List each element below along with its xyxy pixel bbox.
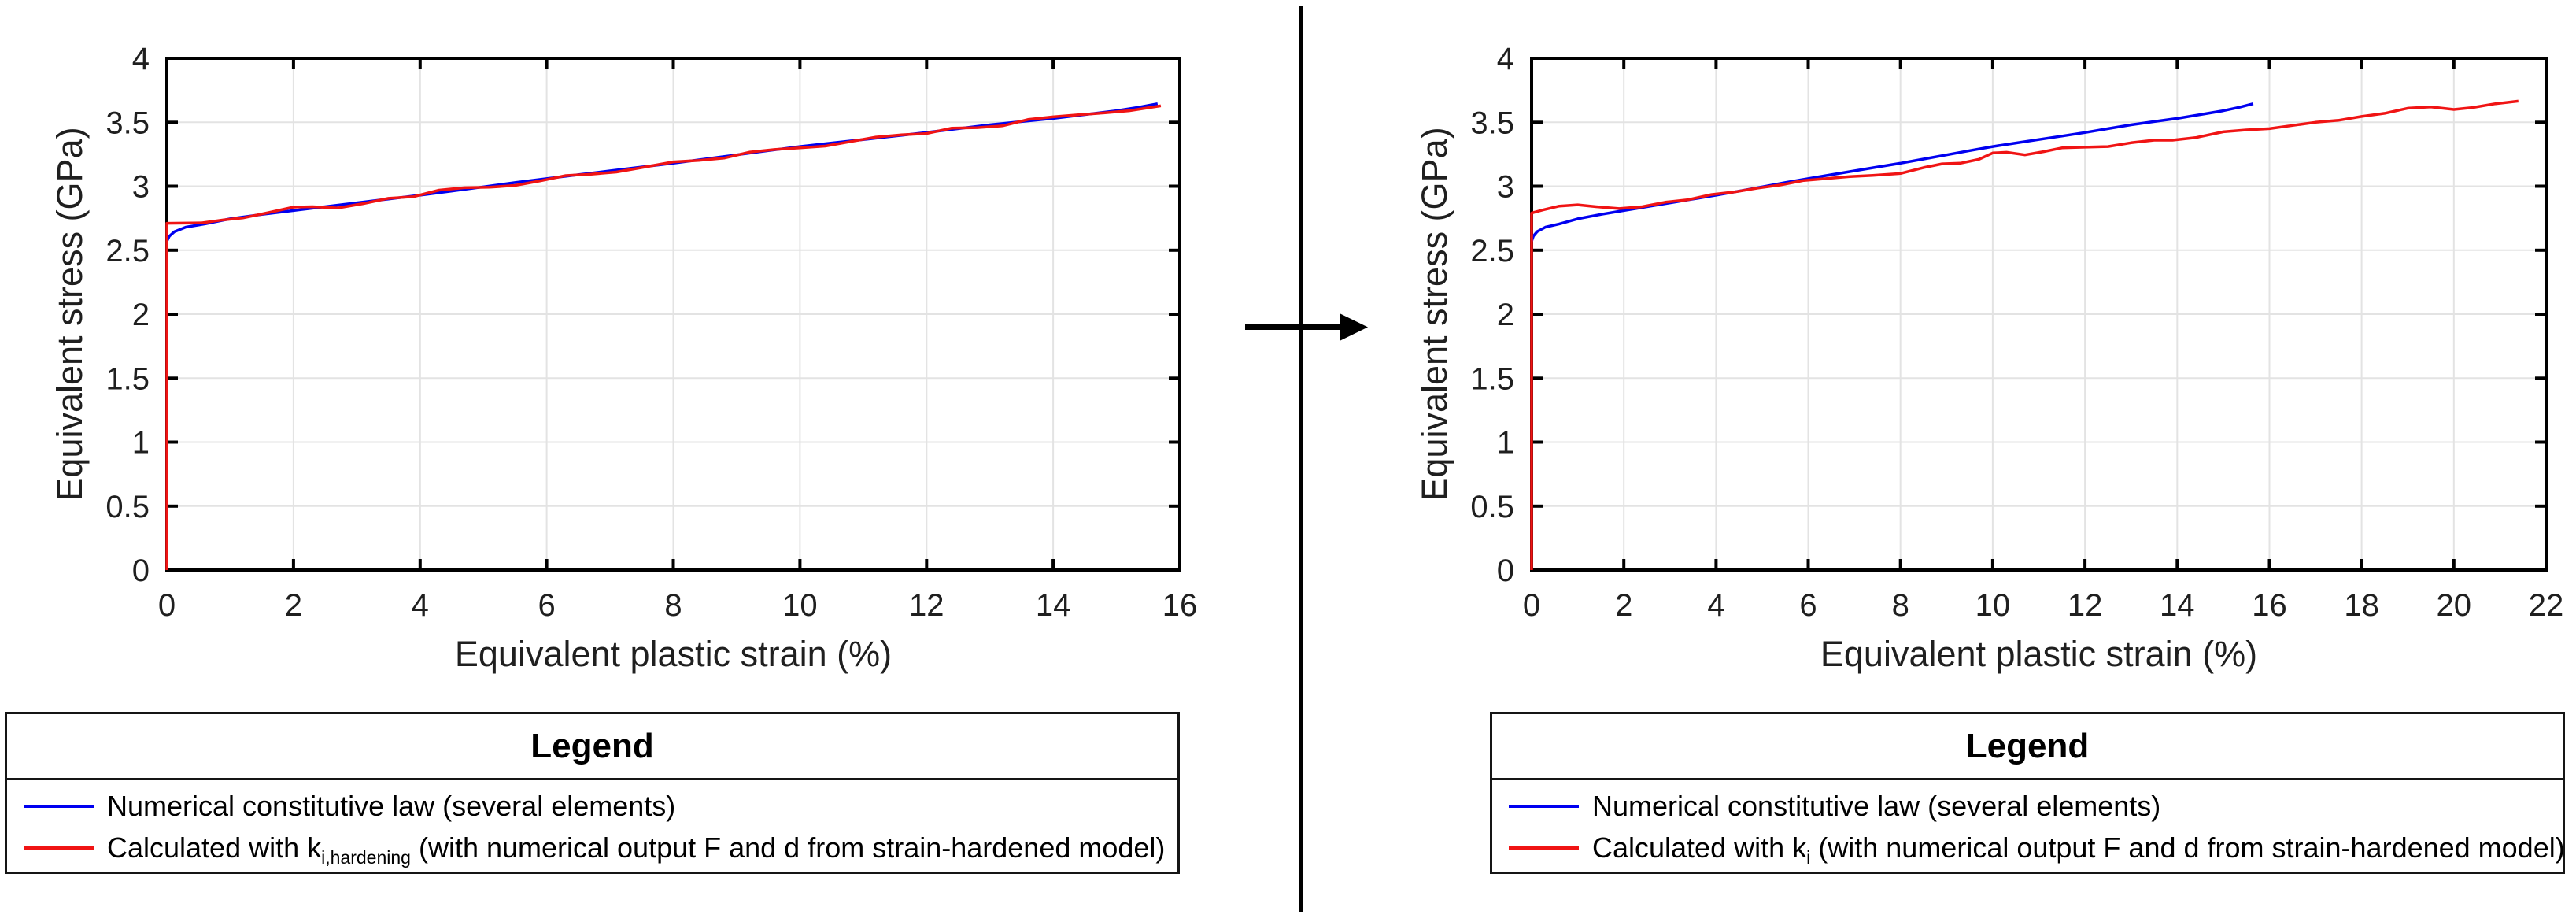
x-tick-label: 14 — [2160, 588, 2195, 623]
curve-red — [1530, 99, 2519, 570]
y-tick-label: 2 — [1497, 298, 1514, 332]
arrow-head — [1340, 313, 1368, 341]
x-tick-label: 0 — [1523, 588, 1540, 623]
x-tick-label: 8 — [664, 588, 682, 623]
y-tick-label: 1.5 — [105, 361, 150, 396]
right-legend-box: Legend Numerical constitutive law (sever… — [1490, 712, 2565, 874]
y-tick-label: 3.5 — [1470, 106, 1514, 140]
arrow-shaft — [1245, 324, 1343, 330]
stress-strain-plots: 0 2 4 6 8 10 12 14 1600.511.522.533.54Equivalent… — [50, 42, 2564, 674]
x-tick-label: 8 — [1892, 588, 1909, 623]
x-tick-label: 4 — [1707, 588, 1724, 623]
left-legend-box: Legend Numerical constitutive law (sever… — [5, 712, 1180, 874]
y-tick-label: 3 — [132, 170, 150, 205]
x-axis-label: Equivalent plastic strain (%) — [455, 634, 892, 674]
blue-line-sample — [1509, 804, 1579, 808]
y-tick-label: 0.5 — [105, 490, 150, 524]
legend-text-subscript: i — [1806, 847, 1811, 868]
legend-title: Legend — [7, 714, 1177, 780]
y-tick-label: 0.5 — [1470, 490, 1514, 524]
legend-entry-label: Calculated with ki (with numerical outpu… — [1592, 831, 2565, 868]
y-tick-label: 1 — [1497, 426, 1514, 461]
x-tick-label: 2 — [1615, 588, 1632, 623]
x-tick-label: 16 — [2252, 588, 2287, 623]
legend-text-suffix: (with numerical output F and d from stra… — [1810, 831, 2565, 865]
blue-line-sample — [24, 804, 94, 808]
legend-entry-numerical-law: Numerical constitutive law (several elem… — [24, 790, 1177, 823]
x-tick-label: 22 — [2529, 588, 2564, 623]
legend-text-prefix: Calculated with k — [107, 831, 322, 865]
x-tick-label: 10 — [1975, 588, 2011, 623]
y-tick-label: 1 — [132, 426, 150, 461]
legend-entry-calculated: Calculated with ki,hardening (with numer… — [24, 831, 1177, 868]
x-tick-label: 4 — [412, 588, 429, 623]
y-tick-label: 1.5 — [1470, 361, 1514, 396]
legend-entry-label: Numerical constitutive law (several elem… — [107, 789, 676, 822]
x-tick-label: 12 — [909, 588, 944, 623]
x-tick-label: 16 — [1162, 588, 1198, 623]
y-tick-label: 0 — [132, 554, 150, 588]
y-tick-label: 3.5 — [105, 106, 150, 140]
legend-entry-label: Calculated with ki,hardening (with numer… — [107, 831, 1166, 868]
transform-arrow — [1245, 313, 1368, 341]
y-tick-label: 3 — [1497, 170, 1514, 205]
legend-body: Numerical constitutive law (several elem… — [1492, 780, 2565, 874]
vertical-divider-line — [1299, 6, 1303, 912]
x-tick-label: 18 — [2344, 588, 2379, 623]
legend-title: Legend — [1492, 714, 2563, 780]
y-axis-label: Equivalent stress (GPa) — [50, 127, 90, 501]
x-tick-label: 2 — [285, 588, 302, 623]
curve-red — [165, 104, 1162, 570]
x-tick-label: 0 — [158, 588, 176, 623]
legend-text-prefix: Calculated with k — [1592, 831, 1807, 865]
red-line-sample — [1509, 846, 1579, 850]
legend-entry-calculated: Calculated with ki (with numerical outpu… — [1509, 831, 2565, 868]
x-tick-label: 14 — [1036, 588, 1071, 623]
y-tick-label: 0 — [1497, 554, 1514, 588]
y-tick-label: 2.5 — [1470, 234, 1514, 268]
x-tick-label: 12 — [2068, 588, 2103, 623]
x-axis-label: Equivalent plastic strain (%) — [1820, 634, 2257, 674]
legend-entry-label: Numerical constitutive law (several elem… — [1592, 789, 2161, 822]
curve-blue — [1530, 102, 2254, 242]
x-tick-label: 20 — [2437, 588, 2472, 623]
y-tick-label: 2 — [132, 298, 150, 332]
y-axis-label: Equivalent stress (GPa) — [1414, 127, 1454, 501]
legend-body: Numerical constitutive law (several elem… — [7, 780, 1177, 874]
x-tick-label: 10 — [782, 588, 818, 623]
legend-text-subscript: i,hardening — [321, 847, 411, 868]
x-tick-label: 6 — [538, 588, 555, 623]
x-tick-label: 6 — [1799, 588, 1817, 623]
y-tick-label: 2.5 — [105, 234, 150, 268]
legend-text-suffix: (with numerical output F and d from stra… — [410, 831, 1166, 865]
y-tick-label: 4 — [1497, 42, 1514, 76]
red-line-sample — [24, 846, 94, 850]
legend-entry-numerical-law: Numerical constitutive law (several elem… — [1509, 790, 2563, 823]
y-tick-label: 4 — [132, 42, 150, 76]
